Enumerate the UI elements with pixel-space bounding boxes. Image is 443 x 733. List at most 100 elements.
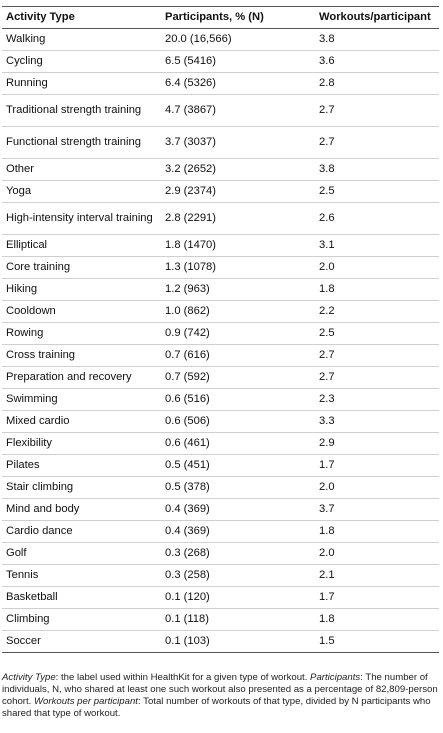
cell-participants: 0.3 (268): [160, 542, 314, 565]
cell-participants: 0.4 (369): [160, 520, 314, 543]
table-row: Mind and body 0.4 (369) 3.7: [2, 498, 439, 521]
footnote-term-participants: Participants: [310, 672, 361, 683]
cell-activity-type: Other: [2, 158, 160, 181]
cell-workouts-per-participant: 1.5: [314, 630, 439, 653]
cell-activity-type: Soccer: [2, 630, 160, 653]
cell-workouts-per-participant: 2.1: [314, 564, 439, 587]
cell-participants: 4.7 (3867): [160, 94, 314, 127]
table-row: Climbing 0.1 (118) 1.8: [2, 608, 439, 631]
cell-workouts-per-participant: 1.8: [314, 278, 439, 301]
cell-workouts-per-participant: 3.7: [314, 498, 439, 521]
cell-activity-type: Pilates: [2, 454, 160, 477]
cell-workouts-per-participant: 2.5: [314, 180, 439, 203]
cell-participants: 0.7 (592): [160, 366, 314, 389]
cell-participants: 3.2 (2652): [160, 158, 314, 181]
cell-workouts-per-participant: 3.1: [314, 234, 439, 257]
cell-activity-type: Core training: [2, 256, 160, 279]
cell-participants: 1.0 (862): [160, 300, 314, 323]
cell-activity-type: Mixed cardio: [2, 410, 160, 433]
cell-activity-type: Cross training: [2, 344, 160, 367]
cell-activity-type: Climbing: [2, 608, 160, 631]
cell-activity-type: Basketball: [2, 586, 160, 609]
cell-workouts-per-participant: 1.7: [314, 586, 439, 609]
table-row: Soccer 0.1 (103) 1.5: [2, 630, 439, 653]
table-body: Walking 20.0 (16,566) 3.8 Cycling 6.5 (5416)…: [2, 28, 439, 653]
cell-workouts-per-participant: 2.7: [314, 344, 439, 367]
cell-activity-type: Golf: [2, 542, 160, 565]
table-row: Cross training 0.7 (616) 2.7: [2, 344, 439, 367]
table-row: Cycling 6.5 (5416) 3.6: [2, 50, 439, 73]
cell-participants: 0.1 (103): [160, 630, 314, 653]
cell-participants: 0.6 (461): [160, 432, 314, 455]
table-row: Preparation and recovery 0.7 (592) 2.7: [2, 366, 439, 389]
table-header-row: Activity Type Participants, % (N) Workou…: [2, 6, 439, 29]
table-row: Core training 1.3 (1078) 2.0: [2, 256, 439, 279]
table-row: Walking 20.0 (16,566) 3.8: [2, 28, 439, 51]
cell-participants: 0.1 (120): [160, 586, 314, 609]
cell-workouts-per-participant: 2.6: [314, 202, 439, 235]
cell-activity-type: Functional strength training: [2, 126, 160, 159]
table-row: Tennis 0.3 (258) 2.1: [2, 564, 439, 587]
table-row: Running 6.4 (5326) 2.8: [2, 72, 439, 95]
table-footnote: Activity Type: the label used within Hea…: [2, 672, 439, 720]
cell-workouts-per-participant: 2.0: [314, 256, 439, 279]
cell-workouts-per-participant: 2.0: [314, 476, 439, 499]
cell-participants: 1.2 (963): [160, 278, 314, 301]
cell-workouts-per-participant: 2.7: [314, 94, 439, 127]
cell-activity-type: High-intensity interval training: [2, 202, 160, 235]
table-row: Swimming 0.6 (516) 2.3: [2, 388, 439, 411]
cell-activity-type: Cycling: [2, 50, 160, 73]
cell-workouts-per-participant: 2.0: [314, 542, 439, 565]
header-participants: Participants, % (N): [160, 6, 314, 29]
table-row: Pilates 0.5 (451) 1.7: [2, 454, 439, 477]
cell-participants: 0.6 (516): [160, 388, 314, 411]
cell-activity-type: Traditional strength training: [2, 94, 160, 127]
cell-activity-type: Walking: [2, 28, 160, 51]
cell-workouts-per-participant: 2.8: [314, 72, 439, 95]
cell-activity-type: Cardio dance: [2, 520, 160, 543]
table-row: Cardio dance 0.4 (369) 1.8: [2, 520, 439, 543]
cell-workouts-per-participant: 2.3: [314, 388, 439, 411]
table-row: Stair climbing 0.5 (378) 2.0: [2, 476, 439, 499]
cell-participants: 0.5 (378): [160, 476, 314, 499]
table-row: Golf 0.3 (268) 2.0: [2, 542, 439, 565]
table-row: Functional strength training 3.7 (3037) 2.…: [2, 126, 439, 159]
cell-activity-type: Mind and body: [2, 498, 160, 521]
cell-activity-type: Tennis: [2, 564, 160, 587]
cell-participants: 0.7 (616): [160, 344, 314, 367]
table-row: Hiking 1.2 (963) 1.8: [2, 278, 439, 301]
table-row: Flexibility 0.6 (461) 2.9: [2, 432, 439, 455]
table-row: High-intensity interval training 2.8 (229…: [2, 202, 439, 235]
table-row: Other 3.2 (2652) 3.8: [2, 158, 439, 181]
cell-activity-type: Preparation and recovery: [2, 366, 160, 389]
cell-workouts-per-participant: 3.8: [314, 28, 439, 51]
cell-participants: 1.3 (1078): [160, 256, 314, 279]
cell-workouts-per-participant: 2.5: [314, 322, 439, 345]
table-row: Traditional strength training 4.7 (3867) 2…: [2, 94, 439, 127]
cell-activity-type: Rowing: [2, 322, 160, 345]
cell-activity-type: Stair climbing: [2, 476, 160, 499]
cell-workouts-per-participant: 3.3: [314, 410, 439, 433]
cell-participants: 6.5 (5416): [160, 50, 314, 73]
table-row: Basketball 0.1 (120) 1.7: [2, 586, 439, 609]
cell-workouts-per-participant: 1.8: [314, 520, 439, 543]
cell-workouts-per-participant: 1.7: [314, 454, 439, 477]
cell-participants: 2.8 (2291): [160, 202, 314, 235]
cell-participants: 1.8 (1470): [160, 234, 314, 257]
cell-participants: 0.9 (742): [160, 322, 314, 345]
cell-participants: 3.7 (3037): [160, 126, 314, 159]
cell-activity-type: Flexibility: [2, 432, 160, 455]
footnote-text-workouts-per-participant: : Total number of workouts of that type,…: [2, 696, 431, 719]
footnote-term-activity-type: Activity Type: [2, 672, 56, 683]
cell-workouts-per-participant: 2.2: [314, 300, 439, 323]
footnote-term-workouts-per-participant: Workouts per participant: [34, 696, 138, 707]
cell-participants: 2.9 (2374): [160, 180, 314, 203]
cell-participants: 0.3 (258): [160, 564, 314, 587]
cell-workouts-per-participant: 3.6: [314, 50, 439, 73]
cell-workouts-per-participant: 1.8: [314, 608, 439, 631]
cell-activity-type: Hiking: [2, 278, 160, 301]
cell-workouts-per-participant: 2.7: [314, 366, 439, 389]
table-row: Rowing 0.9 (742) 2.5: [2, 322, 439, 345]
cell-workouts-per-participant: 2.7: [314, 126, 439, 159]
header-workouts-per-participant: Workouts/participant: [314, 6, 439, 29]
